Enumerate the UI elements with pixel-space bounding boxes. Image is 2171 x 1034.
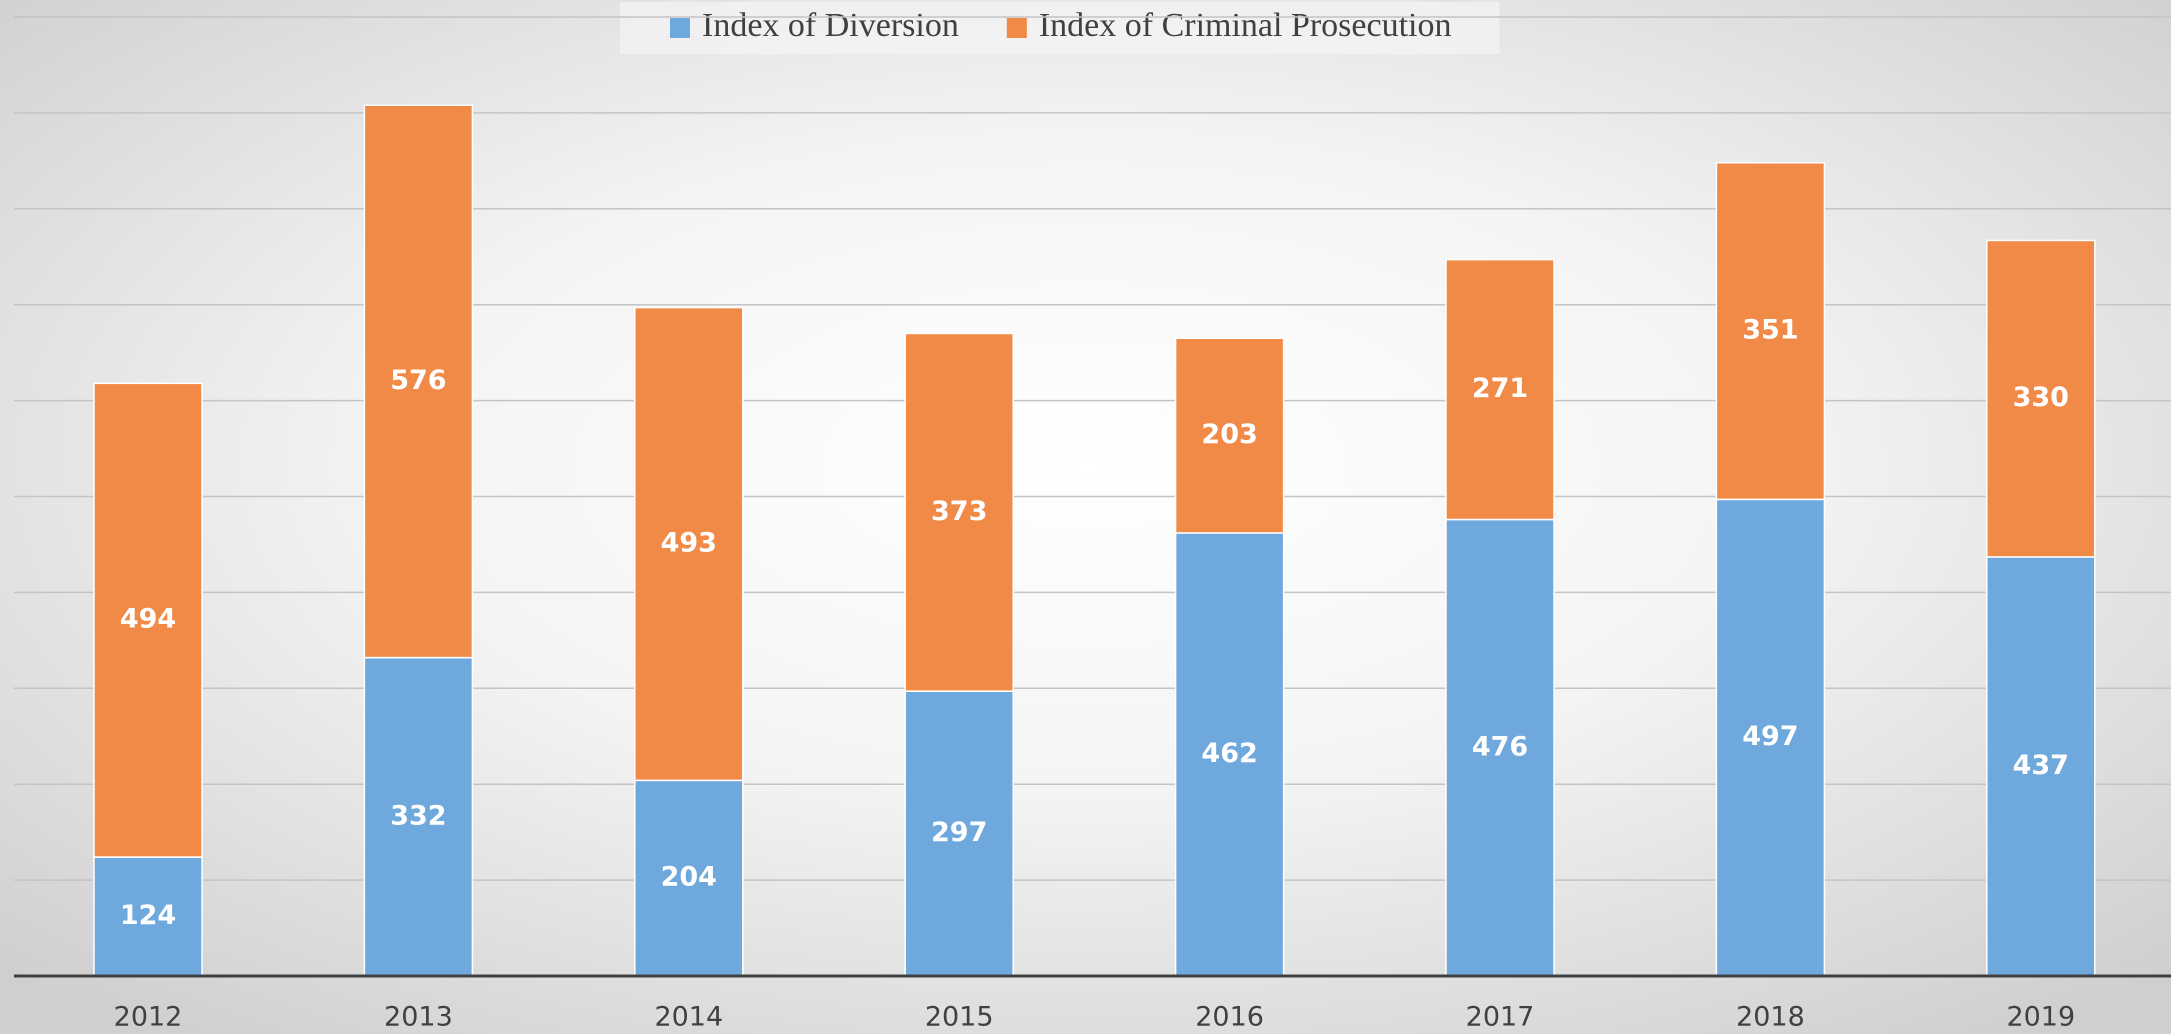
data-label: 124 [120,900,176,931]
legend-label: Index of Criminal Prosecution [1039,7,1452,44]
bar-segment [634,779,744,977]
data-label: 437 [2013,750,2069,781]
bar-segment [363,104,474,659]
x-tick-label: 2012 [114,1002,183,1033]
legend-label: Index of Diversion [702,7,959,44]
data-label: 576 [390,365,446,396]
bar-segment [1174,337,1285,534]
data-label: 351 [1742,315,1798,346]
bar-segment [93,382,203,858]
x-tick-label: 2016 [1195,1002,1264,1033]
data-label: 476 [1472,731,1528,762]
bar-segment [93,856,203,977]
data-label: 203 [1201,419,1257,450]
legend-swatch [1006,18,1027,38]
x-tick-label: 2014 [654,1002,723,1033]
data-label: 494 [120,604,176,635]
x-tick-label: 2015 [925,1002,994,1033]
data-label: 497 [1742,721,1798,752]
bar-segment [1445,258,1555,521]
bar-segment [1715,498,1826,977]
data-label: 271 [1472,373,1528,404]
data-label: 493 [661,527,717,558]
bar-segment [1715,162,1826,501]
bar-segment [1174,532,1285,977]
legend-background [620,2,1500,54]
x-tick-label: 2017 [1466,1002,1535,1033]
data-label: 462 [1201,738,1257,769]
bar-segment [904,690,1014,977]
bar-segment [1986,556,2096,977]
data-label: 330 [2013,382,2069,413]
legend-swatch [670,18,690,38]
bar-segment [904,332,1014,692]
x-tick-label: 2019 [2006,1002,2075,1033]
x-tick-label: 2018 [1736,1002,1805,1033]
bar-segment [1986,239,2096,558]
data-label: 297 [931,817,987,848]
legend: Index of Diversion Index of Criminal Pros… [620,2,1500,54]
data-label: 373 [931,496,987,527]
data-label: 204 [661,862,717,893]
bar-segment [363,656,474,977]
bar-segment [634,306,744,782]
x-tick-label: 2013 [384,1002,453,1033]
data-label: 332 [390,800,446,831]
